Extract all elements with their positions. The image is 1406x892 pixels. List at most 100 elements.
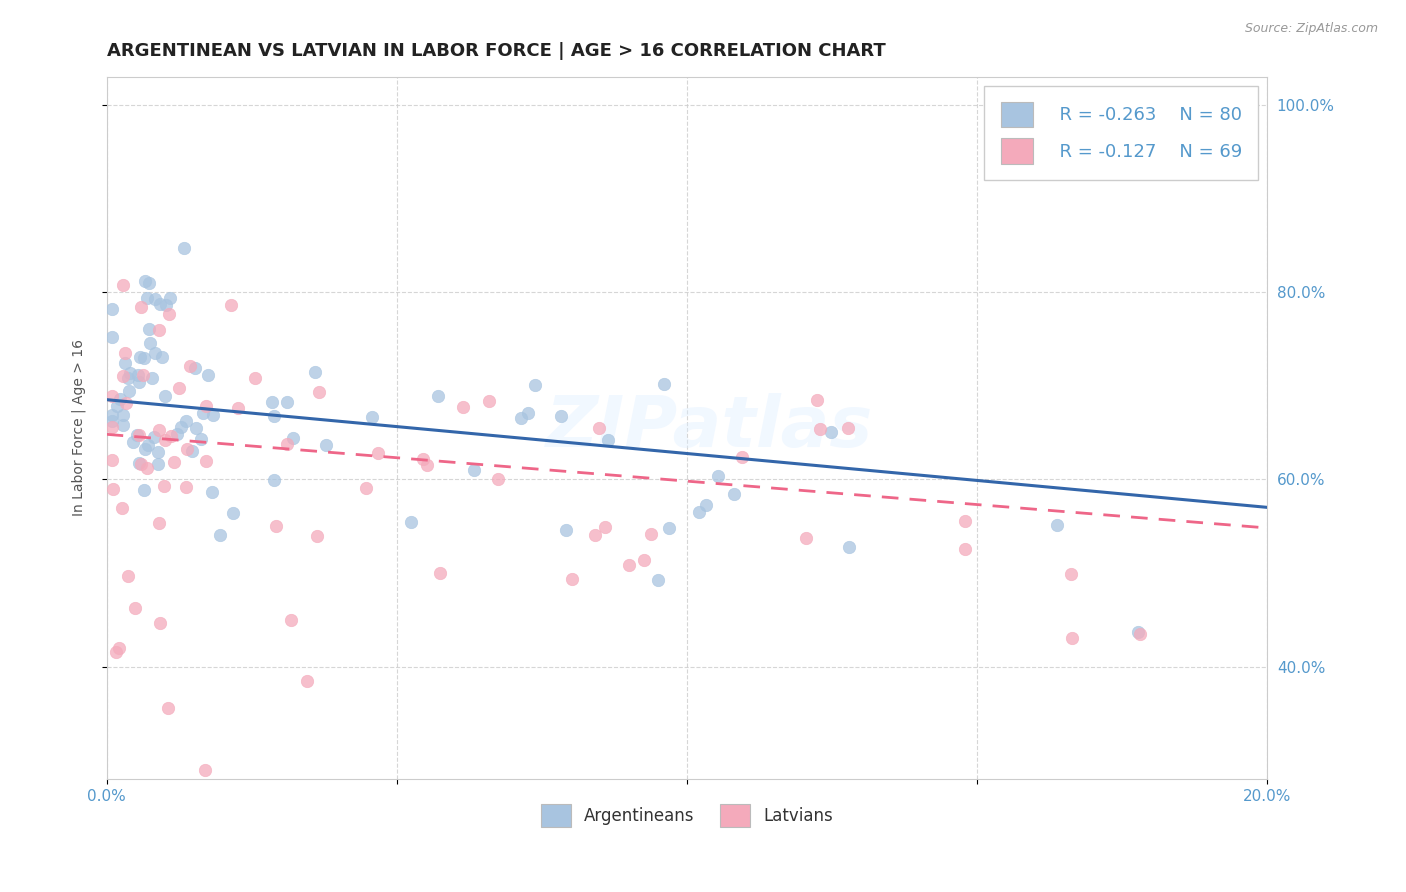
Point <box>117 569 139 583</box>
Point <box>128 375 150 389</box>
Point <box>652 376 675 391</box>
Point <box>315 438 337 452</box>
Point <box>1046 518 1069 533</box>
Point <box>633 553 655 567</box>
Text: ARGENTINEAN VS LATVIAN IN LABOR FORCE | AGE > 16 CORRELATION CHART: ARGENTINEAN VS LATVIAN IN LABOR FORCE | … <box>107 42 886 60</box>
Point <box>139 335 162 350</box>
Point <box>593 520 616 534</box>
Point <box>810 422 832 436</box>
Point <box>276 437 298 451</box>
Point <box>820 425 842 439</box>
Point <box>146 444 169 458</box>
Point <box>143 345 166 359</box>
Point <box>120 366 142 380</box>
Point <box>263 409 285 423</box>
Point <box>131 300 153 314</box>
Point <box>101 414 124 428</box>
Point <box>276 394 298 409</box>
Point <box>429 566 451 580</box>
Point <box>117 371 139 385</box>
Point <box>174 480 197 494</box>
Point <box>129 458 152 472</box>
Point <box>243 370 266 384</box>
Point <box>657 520 679 534</box>
Point <box>101 330 124 344</box>
Point <box>111 368 134 383</box>
Point <box>478 394 501 409</box>
Point <box>1129 627 1152 641</box>
Point <box>463 463 485 477</box>
Point <box>131 368 153 382</box>
Point <box>148 516 170 530</box>
Point <box>731 450 754 464</box>
Text: ZIPatlas: ZIPatlas <box>547 393 873 462</box>
Point <box>149 615 172 630</box>
Point <box>524 377 547 392</box>
Point <box>132 351 155 366</box>
Point <box>550 409 572 423</box>
Point <box>157 308 180 322</box>
Point <box>112 408 135 422</box>
Point <box>399 515 422 529</box>
Point <box>707 468 730 483</box>
Point <box>129 350 152 364</box>
Point <box>510 411 533 425</box>
Point <box>1060 567 1083 582</box>
Point <box>197 368 219 382</box>
Point <box>1128 625 1150 640</box>
Point <box>170 419 193 434</box>
Point <box>588 421 610 435</box>
Point <box>127 368 149 383</box>
Point <box>105 399 128 413</box>
Legend: Argentineans, Latvians: Argentineans, Latvians <box>534 797 839 834</box>
Point <box>150 351 173 365</box>
Point <box>142 430 165 444</box>
Point <box>104 645 127 659</box>
Point <box>148 323 170 337</box>
Point <box>554 523 576 537</box>
Point <box>307 528 329 542</box>
Point <box>193 406 215 420</box>
Point <box>953 541 976 556</box>
Point <box>114 356 136 370</box>
Point <box>794 531 817 545</box>
Point <box>281 431 304 445</box>
Point <box>356 482 378 496</box>
Point <box>111 418 134 433</box>
Point <box>208 528 231 542</box>
Point <box>132 483 155 497</box>
Point <box>146 457 169 471</box>
Point <box>134 273 156 287</box>
Point <box>427 389 450 403</box>
Point <box>138 276 160 290</box>
Point <box>155 433 177 447</box>
Point <box>128 456 150 470</box>
Point <box>107 640 129 655</box>
Point <box>263 473 285 487</box>
Point <box>1060 631 1083 645</box>
Point <box>114 346 136 360</box>
Point <box>138 438 160 452</box>
Point <box>101 420 124 434</box>
Point <box>955 514 977 528</box>
Point <box>110 392 132 407</box>
Point <box>101 389 124 403</box>
Point <box>194 763 217 777</box>
Point <box>260 395 283 409</box>
Point <box>118 384 141 398</box>
Point <box>361 409 384 424</box>
Point <box>101 302 124 317</box>
Point <box>583 528 606 542</box>
Point <box>121 435 143 450</box>
Point <box>412 451 434 466</box>
Point <box>124 600 146 615</box>
Point <box>688 505 710 519</box>
Point <box>160 429 183 443</box>
Point <box>190 432 212 446</box>
Point <box>304 365 326 379</box>
Point <box>367 446 389 460</box>
Point <box>138 322 160 336</box>
Point <box>194 453 217 467</box>
Point <box>297 673 319 688</box>
Y-axis label: In Labor Force | Age > 16: In Labor Force | Age > 16 <box>72 339 86 516</box>
